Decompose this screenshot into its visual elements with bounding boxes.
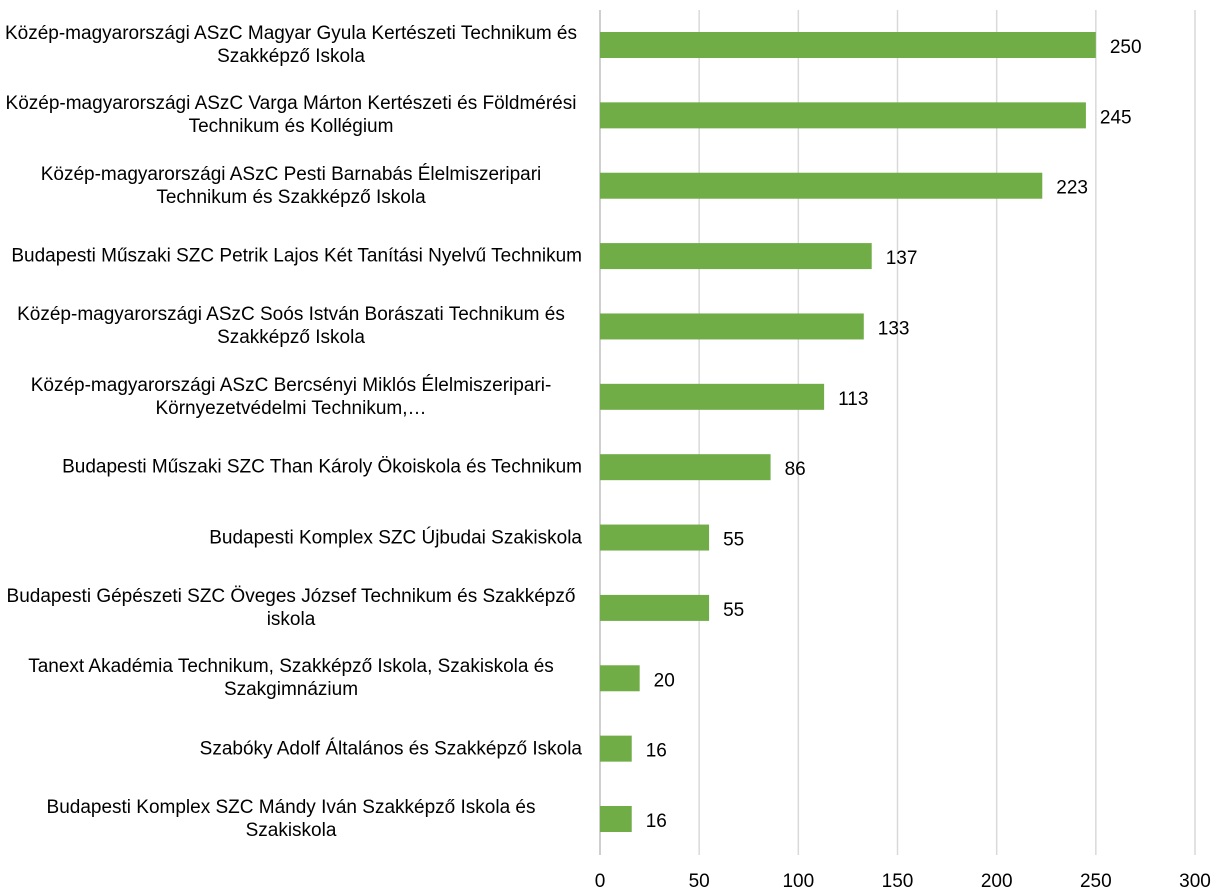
bar xyxy=(600,454,771,481)
value-label: 55 xyxy=(723,600,744,621)
value-label: 113 xyxy=(838,389,868,410)
bar xyxy=(600,383,825,410)
x-tick-label: 300 xyxy=(1179,871,1211,892)
bar xyxy=(600,524,710,551)
bar xyxy=(600,806,632,832)
bar xyxy=(600,313,864,340)
category-label-box: Közép-magyarországi ASzC Bercsényi Mikló… xyxy=(0,374,582,420)
category-label-box: Közép-magyarországi ASzC Varga Márton Ke… xyxy=(0,92,582,138)
value-label: 55 xyxy=(723,530,744,551)
y-tick-label: Közép-magyarországi ASzC Magyar Gyula Ke… xyxy=(4,23,577,67)
y-tick-label: Közép-magyarországi ASzC Soós István Bor… xyxy=(17,304,565,349)
bar xyxy=(600,172,1043,199)
value-label: 16 xyxy=(646,741,667,762)
x-tick-label: 0 xyxy=(595,871,606,892)
value-label: 250 xyxy=(1110,37,1142,58)
y-tick-label: Közép-magyarországi ASzC Varga Márton Ke… xyxy=(5,93,577,138)
bar xyxy=(600,735,632,762)
category-label-box: Budapesti Műszaki SZC Petrik Lajos Két T… xyxy=(0,245,582,268)
category-label-box: Tanext Akadémia Technikum, Szakképző Isk… xyxy=(0,655,582,701)
bar xyxy=(600,665,640,692)
value-label: 245 xyxy=(1100,107,1132,128)
category-label-box: Közép-magyarországi ASzC Pesti Barnabás … xyxy=(0,163,582,209)
bar xyxy=(600,32,1096,58)
x-tick-label: 250 xyxy=(1080,871,1112,892)
category-label-box: Szabóky Adolf Általános és Szakképző Isk… xyxy=(0,737,582,760)
value-label: 20 xyxy=(654,670,675,691)
y-tick-label: Budapesti Gépészeti SZC Öveges József Te… xyxy=(6,585,576,630)
y-tick-label: Szabóky Adolf Általános és Szakképző Isk… xyxy=(199,738,582,760)
bar xyxy=(600,102,1086,129)
value-label: 16 xyxy=(646,811,667,832)
value-label: 133 xyxy=(878,318,910,339)
x-tick-label: 50 xyxy=(689,871,710,892)
value-label: 137 xyxy=(886,248,918,269)
y-tick-label: Közép-magyarországi ASzC Pesti Barnabás … xyxy=(40,163,542,208)
category-label-box: Budapesti Komplex SZC Mándy Iván Szakkép… xyxy=(0,796,582,842)
y-tick-label: Tanext Akadémia Technikum, Szakképző Isk… xyxy=(28,656,554,701)
category-label-box: Közép-magyarországi ASzC Soós István Bor… xyxy=(0,303,582,349)
y-tick-label: Budapesti Komplex SZC Újbudai Szakiskola xyxy=(209,527,582,549)
y-tick-label: Budapesti Komplex SZC Mándy Iván Szakkép… xyxy=(46,797,536,841)
y-tick-label: Budapesti Műszaki SZC Than Károly Ökoisk… xyxy=(62,456,582,478)
category-label-box: Budapesti Gépészeti SZC Öveges József Te… xyxy=(0,585,582,631)
category-label-box: Budapesti Komplex SZC Újbudai Szakiskola xyxy=(0,526,582,549)
x-tick-label: 100 xyxy=(782,871,814,892)
y-tick-label: Budapesti Műszaki SZC Petrik Lajos Két T… xyxy=(11,245,582,267)
y-tick-label: Közép-magyarországi ASzC Bercsényi Mikló… xyxy=(30,374,552,419)
x-tick-label: 200 xyxy=(981,871,1013,892)
x-tick-label: 150 xyxy=(882,871,914,892)
value-label: 86 xyxy=(785,459,806,480)
category-label-box: Közép-magyarországi ASzC Magyar Gyula Ke… xyxy=(0,22,582,68)
value-label: 223 xyxy=(1056,178,1088,199)
bar xyxy=(600,594,710,621)
category-label-box: Budapesti Műszaki SZC Than Károly Ökoisk… xyxy=(0,456,582,479)
bar xyxy=(600,243,872,270)
